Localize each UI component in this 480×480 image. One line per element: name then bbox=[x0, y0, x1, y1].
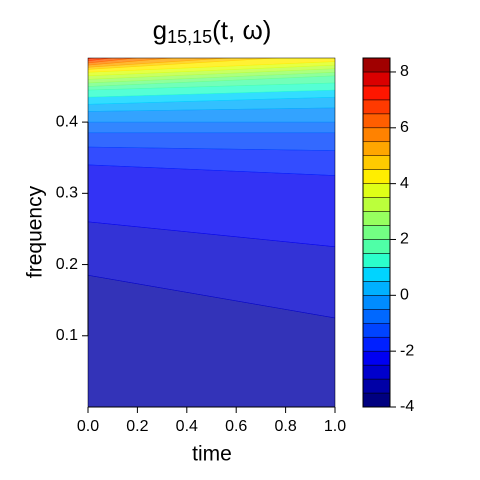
contour-band bbox=[88, 64, 335, 80]
colorbar-tick-label: 0 bbox=[400, 287, 409, 304]
contour-band bbox=[88, 221, 335, 319]
colorbar-band bbox=[362, 169, 391, 184]
colorbar-band bbox=[362, 267, 391, 282]
colorbar-band bbox=[362, 211, 391, 226]
colorbar-band bbox=[362, 85, 391, 101]
contour-band bbox=[88, 71, 335, 87]
contour-band bbox=[88, 68, 335, 84]
contour-band bbox=[88, 82, 335, 98]
colorbar-band bbox=[362, 71, 391, 87]
contour-band bbox=[88, 58, 113, 62]
colorbar-band bbox=[362, 295, 391, 310]
contour-area bbox=[88, 58, 335, 407]
title-args: (t, ω) bbox=[212, 15, 271, 45]
colorbar-tick-label: -4 bbox=[400, 398, 414, 415]
contour-band bbox=[88, 96, 335, 112]
colorbar-tick-label: 8 bbox=[400, 63, 409, 80]
contour-band bbox=[88, 146, 335, 176]
chart-title: g15,15(t, ω) bbox=[153, 15, 272, 47]
y-tick-label: 0.1 bbox=[56, 327, 78, 344]
colorbar-band bbox=[362, 239, 391, 254]
title-main: g bbox=[153, 15, 167, 45]
colorbar-band bbox=[362, 253, 391, 268]
contour-band bbox=[88, 58, 138, 64]
contour-band bbox=[88, 58, 281, 70]
colorbar-band bbox=[362, 127, 391, 143]
colorbar-band bbox=[362, 309, 391, 324]
colorbar-band bbox=[362, 183, 391, 198]
contour-band bbox=[88, 132, 335, 151]
contour-band bbox=[88, 274, 335, 407]
colorbar-tick-label: -2 bbox=[400, 342, 414, 359]
contour-band bbox=[88, 61, 335, 77]
colorbar-band bbox=[362, 57, 391, 73]
x-tick-label: 0.0 bbox=[77, 418, 99, 435]
contour-band bbox=[88, 75, 335, 91]
contour-band bbox=[88, 89, 335, 105]
x-tick-label: 0.6 bbox=[225, 418, 247, 435]
x-tick-label: 0.2 bbox=[126, 418, 148, 435]
contour-band bbox=[88, 58, 232, 68]
colorbar-band bbox=[362, 197, 391, 212]
x-tick-label: 0.8 bbox=[274, 418, 296, 435]
y-tick-label: 0.4 bbox=[56, 113, 78, 130]
contour-band bbox=[88, 107, 335, 123]
colorbar-band bbox=[362, 392, 391, 408]
y-tick-label: 0.2 bbox=[56, 256, 78, 273]
colorbar-band bbox=[362, 99, 391, 115]
y-tick-label: 0.3 bbox=[56, 185, 78, 202]
colorbar-band bbox=[362, 281, 391, 296]
colorbar-band bbox=[362, 225, 391, 240]
colorbar-band bbox=[362, 364, 391, 380]
x-tick-label: 1.0 bbox=[324, 418, 346, 435]
colorbar-tick-label: 2 bbox=[400, 231, 409, 248]
contour-band bbox=[88, 58, 174, 66]
y-axis-label: frequency bbox=[24, 185, 47, 278]
x-axis-label: time bbox=[192, 443, 232, 466]
colorbar-border bbox=[362, 57, 391, 408]
colorbar-band bbox=[362, 113, 391, 129]
contour-band bbox=[88, 164, 335, 247]
colorbar-band bbox=[362, 378, 391, 394]
x-tick-label: 0.4 bbox=[176, 418, 198, 435]
contour-band bbox=[88, 121, 335, 134]
colorbar-tick-label: 4 bbox=[400, 175, 409, 192]
colorbar-band bbox=[362, 322, 391, 338]
colorbar-band bbox=[362, 336, 391, 352]
colorbar-tick-label: 6 bbox=[400, 119, 409, 136]
colorbar-band bbox=[362, 141, 391, 156]
contour-band bbox=[88, 58, 335, 73]
colorbar-band bbox=[362, 155, 391, 170]
colorbar-band bbox=[362, 350, 391, 366]
title-subscript: 15,15 bbox=[167, 27, 212, 47]
